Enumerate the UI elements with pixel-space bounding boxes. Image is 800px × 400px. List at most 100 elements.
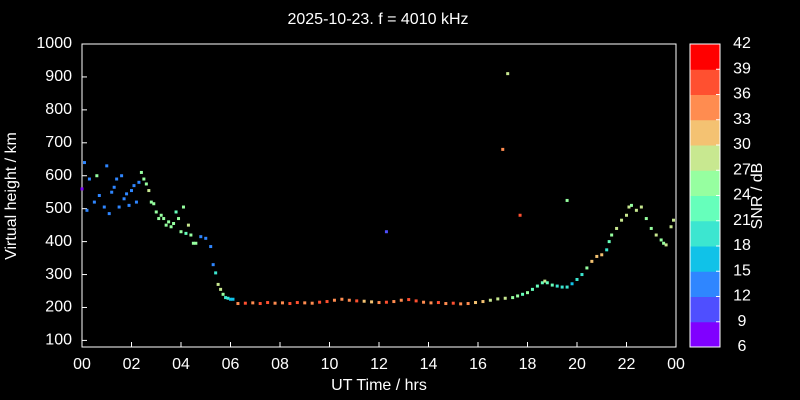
- data-point: [110, 190, 114, 194]
- data-point: [147, 189, 151, 193]
- data-point: [377, 301, 381, 305]
- data-point: [627, 205, 631, 209]
- data-point: [199, 235, 203, 239]
- data-point: [130, 189, 133, 193]
- data-point: [139, 170, 143, 174]
- data-point: [580, 273, 584, 277]
- data-point: [565, 198, 569, 202]
- data-point: [570, 282, 574, 286]
- data-point: [516, 294, 520, 298]
- y-tick-label: 100: [45, 332, 72, 349]
- x-tick-label: 20: [568, 356, 586, 373]
- data-point: [189, 233, 193, 237]
- data-point: [258, 302, 262, 306]
- colorbar-label: SNR / dB: [749, 163, 766, 230]
- colorbar-tick-label: 12: [733, 288, 751, 305]
- data-point: [362, 299, 366, 303]
- data-point: [280, 301, 284, 305]
- data-point: [332, 298, 336, 302]
- colorbar-band: [690, 321, 720, 348]
- data-point: [157, 217, 161, 221]
- data-point: [216, 282, 220, 286]
- data-point: [664, 243, 668, 247]
- data-point: [266, 301, 270, 305]
- data-point: [85, 208, 89, 212]
- data-point: [659, 238, 663, 242]
- data-point: [87, 177, 91, 181]
- data-point: [620, 218, 624, 222]
- x-tick-label: 14: [420, 356, 438, 373]
- data-point: [152, 202, 156, 206]
- data-point: [414, 299, 418, 303]
- colorbar-tick-label: 18: [733, 237, 751, 254]
- data-point: [221, 292, 225, 296]
- data-point: [669, 225, 673, 229]
- data-point: [384, 230, 388, 234]
- data-point: [181, 205, 185, 209]
- data-point: [120, 174, 124, 178]
- x-tick-label: 12: [370, 356, 388, 373]
- data-point: [95, 174, 99, 178]
- x-tick-label: 04: [172, 356, 190, 373]
- y-tick-label: 800: [45, 101, 72, 118]
- data-point: [501, 147, 505, 151]
- colorbar-band: [690, 246, 720, 272]
- data-point: [177, 217, 181, 221]
- data-point: [107, 212, 111, 216]
- colorbar-tick-label: 15: [733, 262, 751, 279]
- data-point: [590, 259, 594, 263]
- colorbar-band: [690, 296, 720, 323]
- x-tick-label: 00: [73, 356, 91, 373]
- y-tick-label: 300: [45, 266, 72, 283]
- data-point: [511, 296, 515, 300]
- colorbar-band: [690, 44, 720, 70]
- data-point: [224, 296, 228, 300]
- colorbar-tick-label: 27: [733, 161, 751, 178]
- data-point: [518, 213, 522, 217]
- colorbar-band: [690, 94, 720, 121]
- data-point: [325, 300, 329, 304]
- y-tick-label: 900: [45, 68, 72, 85]
- data-point: [451, 301, 455, 305]
- data-point: [303, 301, 307, 305]
- data-point: [134, 200, 138, 204]
- data-point: [137, 180, 141, 184]
- y-tick-label: 500: [45, 200, 72, 217]
- data-point: [610, 233, 614, 237]
- data-point: [629, 203, 633, 207]
- data-point: [243, 301, 247, 305]
- data-point: [219, 287, 223, 291]
- data-point: [392, 300, 396, 304]
- data-point: [496, 297, 500, 301]
- x-tick-label: 22: [618, 356, 636, 373]
- data-point: [399, 298, 403, 302]
- data-point: [355, 299, 359, 303]
- data-point: [422, 300, 426, 304]
- data-point: [162, 217, 166, 221]
- data-point: [530, 287, 534, 291]
- data-point: [159, 213, 163, 217]
- data-point: [535, 284, 539, 288]
- data-point: [211, 263, 215, 267]
- data-point: [474, 301, 478, 305]
- data-point: [543, 279, 547, 283]
- colorbar-tick-label: 24: [733, 187, 751, 204]
- data-point: [672, 218, 676, 222]
- data-point: [634, 208, 638, 212]
- data-point: [214, 271, 218, 275]
- colorbar-tick-label: 33: [733, 111, 751, 128]
- data-point: [555, 284, 559, 288]
- data-point: [142, 177, 146, 181]
- data-point: [585, 266, 589, 270]
- data-point: [295, 301, 299, 305]
- data-point: [229, 297, 232, 301]
- data-point: [550, 283, 554, 287]
- data-point: [127, 203, 131, 207]
- x-tick-label: 18: [519, 356, 537, 373]
- data-point: [179, 230, 183, 234]
- colorbar-band: [690, 195, 720, 222]
- data-point: [82, 161, 86, 165]
- y-axis-label: Virtual height / km: [3, 132, 20, 260]
- data-point: [172, 221, 176, 225]
- data-point: [125, 192, 129, 196]
